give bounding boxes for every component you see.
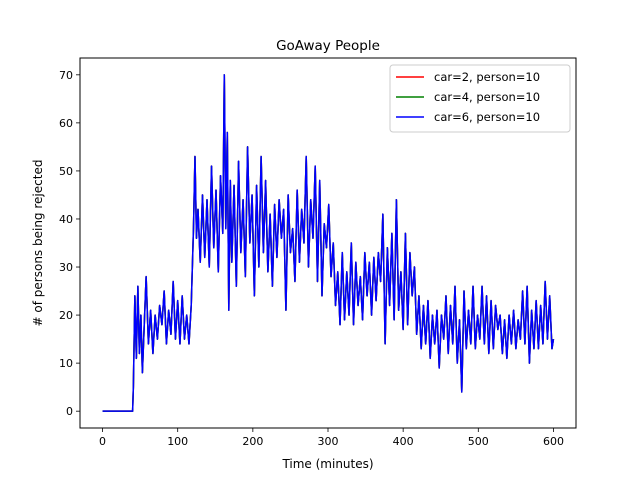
chart-title: GoAway People [276, 38, 380, 54]
legend-label-3: car=6, person=10 [434, 110, 540, 124]
x-tick-label: 300 [318, 435, 339, 448]
legend-label-1: car=2, person=10 [434, 70, 540, 84]
x-tick-label: 0 [99, 435, 106, 448]
x-tick-label: 100 [167, 435, 188, 448]
legend-label-2: car=4, person=10 [434, 90, 540, 104]
x-axis-label: Time (minutes) [281, 457, 373, 471]
legend-frame [389, 64, 571, 133]
y-tick-label: 60 [59, 117, 73, 130]
x-axis: 0 100 200 300 400 500 600 [99, 428, 564, 448]
y-tick-label: 30 [59, 261, 73, 274]
x-tick-label: 600 [543, 435, 564, 448]
y-axis: 0 10 20 30 40 50 60 70 [59, 69, 80, 418]
y-tick-label: 0 [66, 405, 73, 418]
y-tick-label: 40 [59, 213, 73, 226]
y-tick-label: 10 [59, 357, 73, 370]
y-axis-label: # of persons being rejected [31, 160, 45, 327]
x-tick-label: 200 [242, 435, 263, 448]
y-tick-label: 70 [59, 69, 73, 82]
y-tick-label: 20 [59, 309, 73, 322]
x-tick-label: 400 [393, 435, 414, 448]
x-tick-label: 500 [468, 435, 489, 448]
y-tick-label: 50 [59, 165, 73, 178]
series-layer [102, 74, 555, 412]
legend: car=2, person=10 car=4, person=10 car=6, p… [389, 64, 571, 133]
series-line-3 [102, 74, 555, 412]
